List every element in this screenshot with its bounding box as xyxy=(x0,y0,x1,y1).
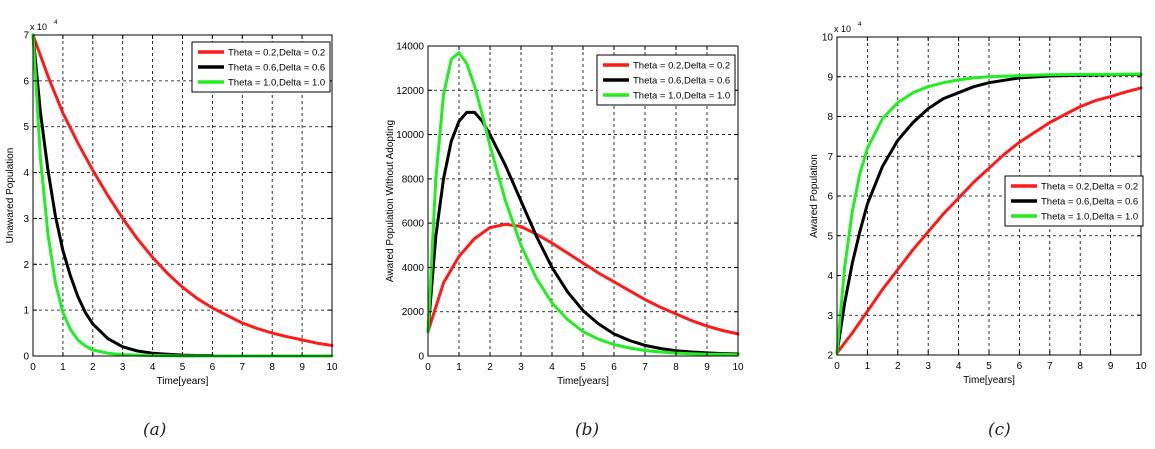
y-tick-label: 6 xyxy=(827,192,833,203)
legend-label-2: Theta = 0.6,Delta = 0.6 xyxy=(1041,197,1138,208)
x-tick-label: 6 xyxy=(1017,361,1023,372)
legend-label-2: Theta = 0.6,Delta = 0.6 xyxy=(228,63,325,74)
x-tick-label: 9 xyxy=(1108,361,1114,372)
legend-label-1: Theta = 0.2,Delta = 0.2 xyxy=(1041,182,1138,193)
x-tick-label: 10 xyxy=(732,362,744,373)
legend-label-3: Theta = 1.0,Delta = 1.0 xyxy=(228,78,325,89)
x-tick-label: 3 xyxy=(120,362,126,373)
x-tick-label: 4 xyxy=(549,362,555,373)
legend-label-1: Theta = 0.2,Delta = 0.2 xyxy=(228,48,325,59)
legend-label-2: Theta = 0.6,Delta = 0.6 xyxy=(633,76,730,87)
y-tick-label: 12000 xyxy=(396,86,424,97)
x-tick-label: 9 xyxy=(299,362,305,373)
y-tick-label: 4 xyxy=(23,168,29,179)
x-tick-label: 3 xyxy=(925,361,931,372)
y-axis-label: Unawared Population xyxy=(5,148,16,244)
y-tick-label: 1 xyxy=(23,306,29,317)
y-tick-label: 3 xyxy=(23,214,29,225)
x-tick-label: 0 xyxy=(30,362,36,373)
y-tick-label: 10 xyxy=(822,33,834,44)
y-tick-label: 9 xyxy=(827,72,833,83)
y-tick-label: 5 xyxy=(23,122,29,133)
x-tick-label: 9 xyxy=(704,362,710,373)
y-tick-label: 8 xyxy=(827,112,833,123)
series-line-1 xyxy=(835,86,1143,355)
series-line-3 xyxy=(835,72,1143,355)
legend: Theta = 0.2,Delta = 0.2 Theta = 0.6,Delta… xyxy=(191,41,331,93)
x-tick-label: 7 xyxy=(240,362,246,373)
x-tick-label: 10 xyxy=(1135,361,1147,372)
x-tick-label: 0 xyxy=(834,361,840,372)
x-tick-label: 4 xyxy=(150,362,156,373)
legend-label-3: Theta = 1.0,Delta = 1.0 xyxy=(633,91,730,102)
y-axis-label: Awared Population xyxy=(809,154,820,238)
y-tick-label: 14000 xyxy=(396,42,424,53)
x-tick-label: 2 xyxy=(487,362,493,373)
y-tick-label: 7 xyxy=(23,31,29,42)
x-axis-label: Time[years] xyxy=(157,376,209,387)
x-tick-label: 2 xyxy=(90,362,96,373)
exponent-label: x 10 xyxy=(834,24,851,34)
x-tick-label: 5 xyxy=(180,362,186,373)
y-tick-label: 4 xyxy=(827,271,833,282)
series-line-2 xyxy=(426,110,740,356)
y-tick-label: 8000 xyxy=(402,174,425,185)
x-tick-label: 10 xyxy=(326,362,338,373)
y-tick-label: 0 xyxy=(418,352,424,363)
y-tick-label: 7 xyxy=(827,152,833,163)
caption-a: (a) xyxy=(143,420,167,440)
y-tick-label: 2000 xyxy=(402,307,425,318)
x-tick-label: 8 xyxy=(1077,361,1083,372)
x-tick-label: 4 xyxy=(956,361,962,372)
legend-label-1: Theta = 0.2,Delta = 0.2 xyxy=(633,61,730,72)
x-axis-label: Time[years] xyxy=(557,376,609,387)
caption-c: (c) xyxy=(988,420,1011,440)
x-tick-label: 8 xyxy=(269,362,275,373)
x-tick-label: 7 xyxy=(642,362,648,373)
x-tick-label: 0 xyxy=(425,362,431,373)
y-tick-label: 2 xyxy=(827,351,833,362)
x-tick-label: 1 xyxy=(865,361,871,372)
y-tick-label: 3 xyxy=(827,311,833,322)
y-tick-label: 6000 xyxy=(402,219,425,230)
x-tick-label: 7 xyxy=(1047,361,1053,372)
legend-label-3: Theta = 1.0,Delta = 1.0 xyxy=(1041,212,1138,223)
x-tick-label: 6 xyxy=(611,362,617,373)
x-tick-label: 1 xyxy=(60,362,66,373)
x-tick-label: 2 xyxy=(895,361,901,372)
legend: Theta = 0.2,Delta = 0.2 Theta = 0.6,Delta… xyxy=(596,54,736,106)
exponent-label: x 10 xyxy=(30,22,47,32)
y-tick-label: 2 xyxy=(23,260,29,271)
y-tick-label: 5 xyxy=(827,231,833,242)
exponent-power: 4 xyxy=(54,19,58,26)
x-axis-label: Time[years] xyxy=(963,375,1015,386)
x-tick-label: 3 xyxy=(518,362,524,373)
y-tick-label: 0 xyxy=(23,352,29,363)
x-tick-label: 8 xyxy=(673,362,679,373)
series-line-1 xyxy=(31,33,334,347)
chart-b: 0 1 2 3 4 5 6 7 8 9 10 0 2000 4000 6000 8000 10000 12000 1… xyxy=(385,42,744,388)
x-tick-label: 5 xyxy=(986,361,992,372)
y-tick-label: 10000 xyxy=(396,130,424,141)
x-tick-label: 1 xyxy=(456,362,462,373)
y-tick-label: 4000 xyxy=(402,263,425,274)
x-tick-label: 6 xyxy=(210,362,216,373)
series-line-1 xyxy=(426,222,740,336)
y-tick-label: 6 xyxy=(23,76,29,87)
y-axis-label: Awared Population Without Adopting xyxy=(385,120,396,282)
exponent-power: 4 xyxy=(858,21,862,28)
legend: Theta = 0.2,Delta = 0.2 Theta = 0.6,Delta… xyxy=(1004,175,1144,227)
x-tick-label: 5 xyxy=(580,362,586,373)
caption-b: (b) xyxy=(575,420,600,440)
